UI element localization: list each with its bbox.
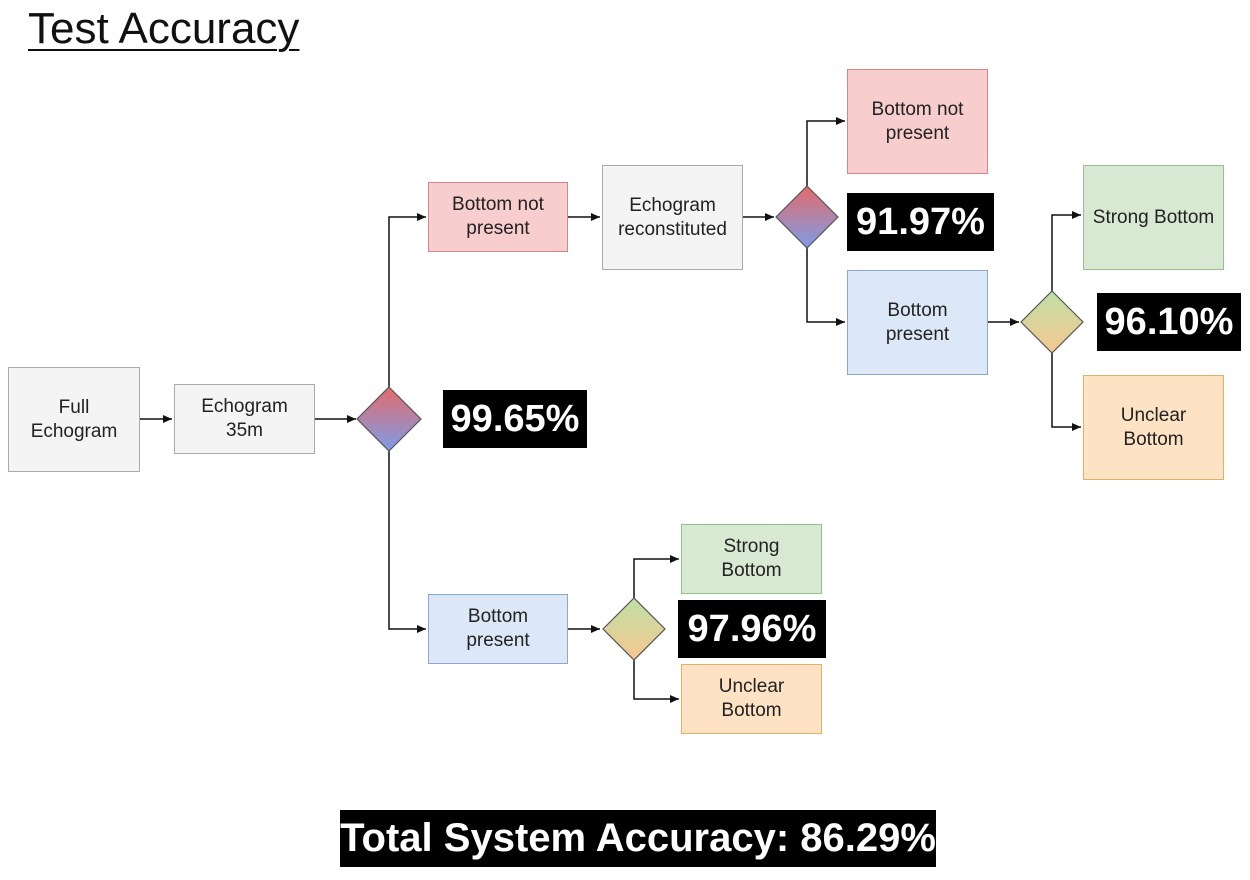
node-bottom-not-present-1: Bottom not present <box>428 182 568 252</box>
total-system-accuracy: Total System Accuracy: 86.29% <box>340 810 936 867</box>
node-echogram-reconstituted: Echogram reconstituted <box>602 165 743 270</box>
page-title: Test Accuracy <box>28 4 300 53</box>
node-bottom-not-present-2: Bottom not present <box>847 69 988 174</box>
decision-diamond-3 <box>1020 290 1084 354</box>
accuracy-label-reconstituted-split: 91.97% <box>847 193 994 251</box>
arrow-diamond1-to-present <box>388 451 426 633</box>
decision-diamond-4 <box>602 597 666 661</box>
node-unclear-bottom-lower: Unclear Bottom <box>681 664 822 734</box>
arrow-diamond2-to-present <box>806 248 845 326</box>
decision-diamond-2 <box>775 185 839 249</box>
node-bottom-present-upper: Bottom present <box>847 270 988 375</box>
accuracy-label-upper-bottom-split: 96.10% <box>1097 293 1241 351</box>
arrow-diamond2-to-not-present <box>806 117 845 186</box>
arrow-diamond3-to-unclear <box>1051 353 1081 431</box>
node-bottom-present-lower: Bottom present <box>428 594 568 664</box>
accuracy-label-lower-bottom-split: 97.96% <box>678 600 826 658</box>
node-echogram-35m: Echogram 35m <box>174 384 315 454</box>
node-unclear-bottom-upper: Unclear Bottom <box>1083 375 1224 480</box>
node-full-echogram: Full Echogram <box>8 367 140 472</box>
node-strong-bottom-upper: Strong Bottom <box>1083 165 1224 270</box>
node-strong-bottom-lower: Strong Bottom <box>681 524 822 594</box>
arrow-diamond4-to-strong <box>633 555 679 598</box>
arrow-diamond3-to-strong <box>1051 211 1081 291</box>
decision-diamond-1 <box>356 386 422 452</box>
arrow-diamond4-to-unclear <box>633 660 679 703</box>
arrow-diamond1-to-not-present <box>388 213 426 387</box>
accuracy-label-first-split: 99.65% <box>443 390 587 448</box>
